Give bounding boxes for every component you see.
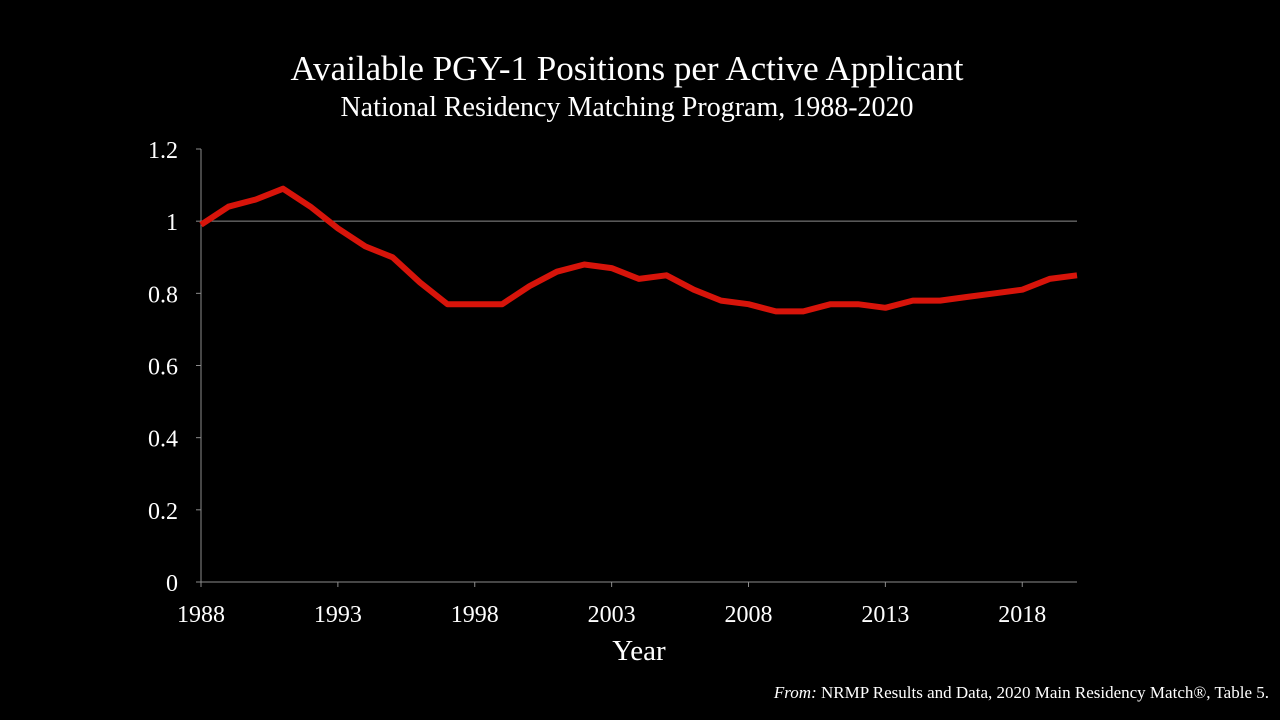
- x-tick-label: 2008: [725, 602, 773, 628]
- y-tick-labels: 0 0.2 0.4 0.6 0.8 1 1.2: [148, 138, 178, 597]
- x-tick-label: 2003: [588, 602, 636, 628]
- source-text: NRMP Results and Data, 2020 Main Residen…: [816, 683, 1269, 702]
- x-tick-label: 1993: [314, 602, 362, 628]
- series-layer: [199, 185, 1078, 315]
- chart-title: Available PGY-1 Positions per Active App…: [290, 49, 964, 88]
- source-citation: From: NRMP Results and Data, 2020 Main R…: [774, 682, 1269, 704]
- y-tick-label: 0.4: [148, 427, 178, 453]
- x-axis-label: Year: [612, 635, 666, 667]
- x-tick-labels: 1988 1993 1998 2003 2008 2013 2018: [177, 602, 1046, 628]
- source-prefix: From:: [773, 683, 817, 702]
- x-tick-label: 1998: [451, 602, 499, 628]
- series-line: [199, 185, 1078, 315]
- chart-subtitle: National Residency Matching Program, 198…: [340, 92, 914, 123]
- y-tick-label: 0.8: [148, 282, 178, 308]
- y-tick-label: 0.2: [148, 499, 178, 525]
- y-tick-label: 1.2: [148, 138, 178, 164]
- chart-axes: [196, 148, 1077, 587]
- x-tick-label: 1988: [177, 602, 225, 628]
- y-tick-label: 1: [166, 210, 178, 236]
- x-tick-label: 2013: [861, 602, 909, 628]
- x-tick-label: 2018: [998, 602, 1046, 628]
- y-tick-label: 0: [166, 571, 178, 597]
- y-tick-label: 0.6: [148, 355, 178, 381]
